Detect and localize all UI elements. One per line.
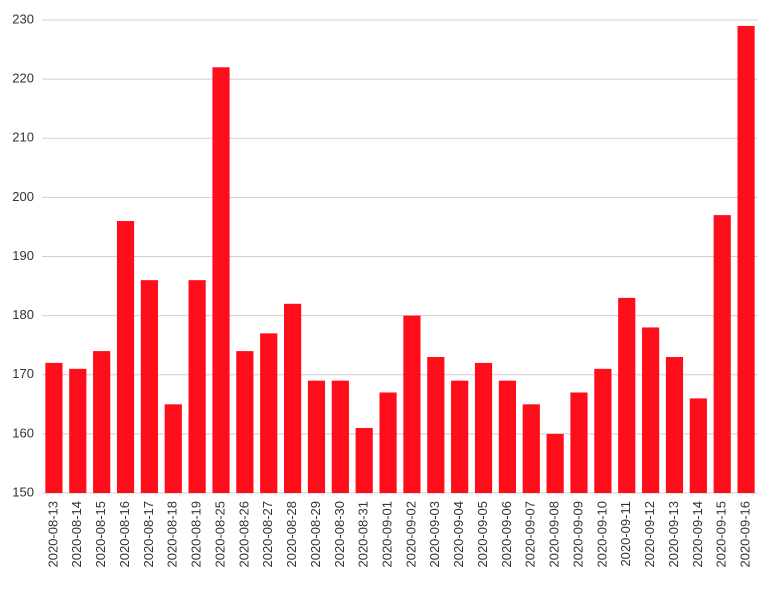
x-tick-label: 2020-09-11	[618, 501, 633, 567]
x-tick-label: 2020-09-14	[690, 501, 705, 568]
bar	[498, 380, 516, 493]
x-tick-label: 2020-09-04	[451, 501, 466, 568]
bar	[331, 380, 349, 493]
bar	[594, 368, 612, 493]
bar	[546, 433, 564, 493]
y-tick-label: 180	[12, 307, 34, 322]
x-tick-label: 2020-08-26	[236, 501, 251, 568]
bar	[642, 327, 660, 493]
bar	[116, 221, 135, 493]
bar	[284, 303, 302, 493]
bar	[737, 25, 755, 493]
x-tick-label: 2020-09-09	[570, 501, 585, 568]
x-tick-label: 2020-09-10	[594, 501, 609, 568]
bar	[451, 380, 469, 493]
x-tick-label: 2020-08-17	[141, 501, 156, 568]
bar	[93, 351, 111, 493]
y-tick-label: 210	[12, 130, 34, 145]
x-tick-label: 2020-09-07	[523, 501, 538, 568]
x-tick-label: 2020-08-29	[308, 501, 323, 568]
bar	[212, 67, 230, 494]
bar	[427, 357, 445, 493]
x-tick-label: 2020-09-03	[427, 501, 442, 568]
x-tick-label: 2020-08-28	[284, 501, 299, 568]
x-tick-label: 2020-09-02	[403, 501, 418, 568]
y-tick-label: 160	[12, 425, 34, 440]
x-tick-label: 2020-08-25	[212, 501, 227, 568]
y-tick-label: 150	[12, 484, 34, 499]
x-tick-label: 2020-09-08	[547, 501, 562, 568]
x-tick-label: 2020-09-05	[475, 501, 490, 568]
bar	[45, 362, 63, 493]
x-tick-label: 2020-08-14	[69, 501, 84, 568]
bar	[665, 357, 684, 493]
x-tick-label: 2020-08-27	[260, 501, 275, 568]
bar	[689, 398, 707, 493]
bar	[188, 280, 206, 493]
x-tick-label: 2020-09-12	[642, 501, 657, 568]
bar	[618, 297, 636, 493]
y-tick-label: 220	[12, 71, 34, 86]
y-tick-label: 200	[12, 189, 34, 204]
bar	[570, 392, 588, 493]
bar	[474, 362, 493, 493]
x-tick-label: 2020-09-13	[666, 501, 681, 568]
x-tick-label: 2020-09-16	[738, 501, 753, 568]
x-tick-label: 2020-08-30	[332, 501, 347, 568]
bar	[69, 368, 87, 493]
x-tick-label: 2020-08-13	[45, 501, 60, 568]
x-tick-label: 2020-09-15	[714, 501, 729, 568]
x-tick-label: 2020-08-31	[356, 501, 371, 568]
bar	[236, 351, 254, 493]
bar	[164, 404, 182, 493]
bar	[379, 392, 397, 493]
x-tick-label: 2020-08-16	[117, 501, 132, 568]
bar	[403, 315, 421, 493]
bar	[307, 380, 326, 493]
bar	[260, 333, 278, 493]
bar	[522, 404, 540, 493]
y-tick-label: 190	[12, 248, 34, 263]
x-tick-label: 2020-09-06	[499, 501, 514, 567]
bar	[140, 280, 158, 493]
bar	[713, 215, 731, 494]
y-tick-label: 230	[12, 11, 34, 26]
x-tick-label: 2020-09-01	[380, 501, 395, 568]
y-tick-label: 170	[12, 366, 34, 381]
x-tick-label: 2020-08-18	[165, 501, 180, 568]
x-tick-label: 2020-08-15	[93, 501, 108, 568]
bar	[355, 427, 373, 493]
x-tick-label: 2020-08-19	[189, 501, 204, 568]
